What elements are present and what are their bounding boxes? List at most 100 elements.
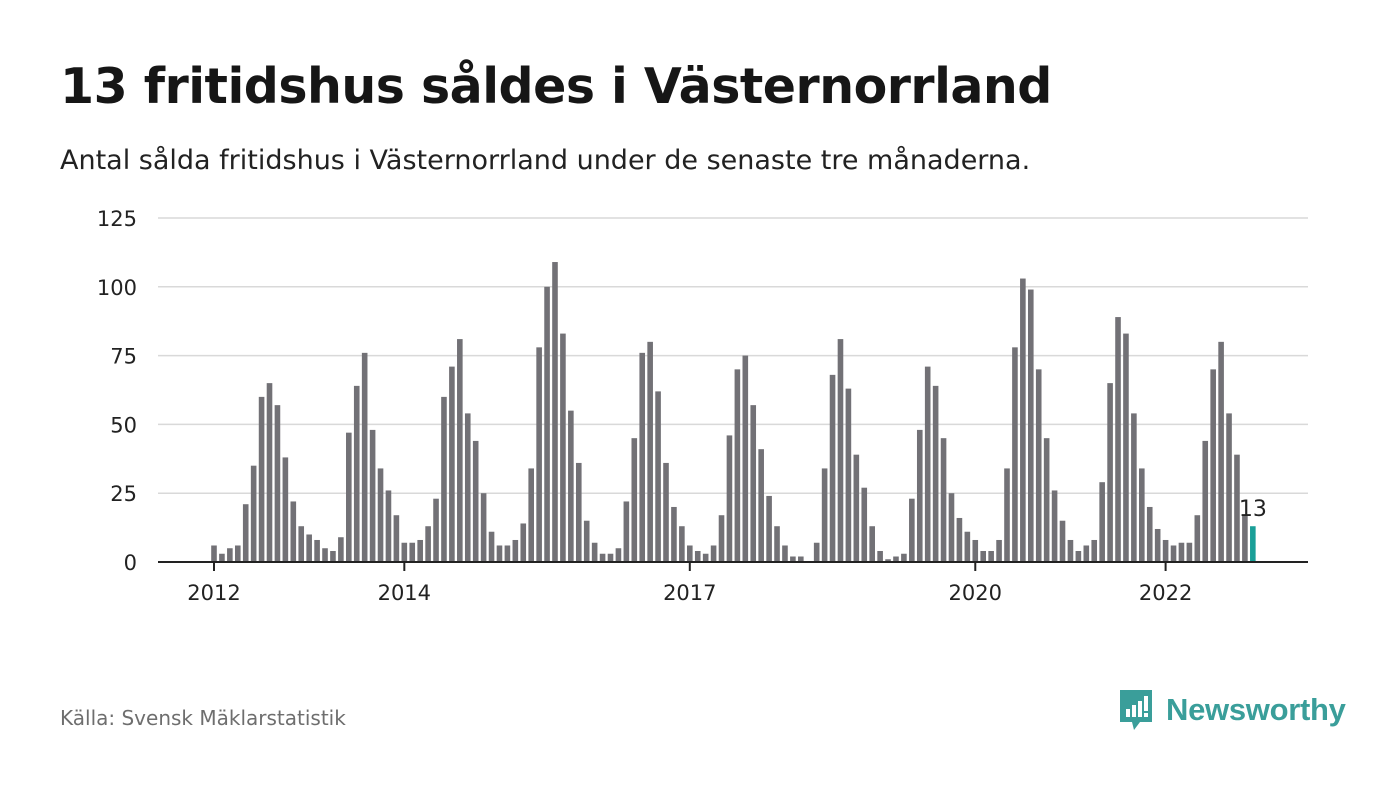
bar (948, 493, 955, 562)
bar (591, 542, 598, 562)
bar (457, 339, 463, 562)
y-tick-label: 75 (110, 345, 137, 369)
bar (1051, 490, 1058, 562)
bar (702, 553, 709, 562)
bar (1043, 438, 1050, 562)
bar (877, 550, 883, 562)
bar (869, 526, 875, 562)
bar (639, 352, 646, 562)
bar (211, 545, 217, 562)
bar (1210, 369, 1216, 562)
bar (361, 352, 368, 562)
bar (1194, 515, 1201, 562)
bar (1146, 506, 1153, 562)
y-tick-label: 125 (97, 207, 137, 231)
bar (853, 454, 860, 562)
bar (694, 550, 701, 562)
bar (798, 556, 804, 562)
bar (1154, 528, 1161, 562)
bar (1035, 369, 1042, 562)
bar-highlight (1250, 526, 1256, 562)
bar (1186, 542, 1193, 562)
bar (409, 542, 416, 562)
bar (710, 545, 717, 562)
bar (1178, 542, 1185, 562)
bar (449, 366, 455, 562)
bar (560, 333, 566, 562)
bar (901, 553, 907, 562)
bar (1075, 550, 1082, 562)
bar (1020, 278, 1026, 562)
bar (234, 545, 241, 562)
bar (568, 410, 574, 562)
bar (1242, 515, 1248, 562)
bar (1099, 482, 1105, 562)
bar (1170, 545, 1177, 562)
bar (663, 462, 669, 562)
bar (964, 531, 971, 562)
y-tick-label: 0 (124, 551, 137, 575)
chart-subtitle: Antal sålda fritidshus i Västernorrland … (60, 145, 1031, 176)
bar (1083, 545, 1090, 562)
bar (306, 534, 312, 562)
bar (552, 262, 558, 562)
bar (369, 429, 376, 562)
bar (1162, 539, 1169, 562)
bar (742, 355, 749, 562)
bar (425, 526, 431, 562)
bar (1004, 468, 1010, 562)
y-tick-label: 25 (110, 482, 137, 506)
bar (282, 457, 289, 562)
bar (274, 405, 281, 562)
bar (480, 493, 487, 562)
bar (861, 487, 868, 562)
bar (544, 286, 550, 562)
bar (924, 366, 931, 562)
bar (298, 526, 305, 562)
bar (893, 556, 899, 562)
bar (290, 501, 297, 562)
bar (1202, 440, 1209, 562)
bar (1012, 347, 1018, 562)
bar (496, 545, 503, 562)
bar (726, 435, 733, 562)
bar (623, 501, 630, 562)
bar (813, 542, 820, 562)
labels: 0 25 50 75 100 125 2012 2014 2017 2020 2022 13 (97, 207, 1267, 605)
x-tick-label: 2022 (1139, 581, 1192, 605)
y-tick-label: 50 (110, 413, 137, 437)
last-value-label: 13 (1239, 497, 1267, 522)
bar (401, 542, 408, 562)
bar (322, 548, 328, 562)
bar (346, 432, 352, 562)
bar (599, 553, 606, 562)
bar (782, 545, 788, 562)
bar (227, 548, 233, 562)
bar (258, 396, 265, 562)
bar (631, 438, 638, 562)
brand-logo[interactable]: Newsworthy (1118, 688, 1346, 732)
bar (575, 462, 582, 562)
x-tick-label: 2014 (378, 581, 431, 605)
bar (750, 405, 757, 562)
bar (821, 468, 828, 562)
bar (1131, 413, 1137, 562)
bar (377, 468, 384, 562)
bar (758, 449, 764, 562)
y-tick-label: 100 (97, 276, 137, 300)
bar (219, 553, 225, 562)
bar (885, 559, 891, 562)
bar (1234, 454, 1240, 562)
bar (353, 385, 360, 562)
bar (615, 548, 622, 562)
bar (988, 550, 994, 562)
bar (528, 468, 534, 562)
bar (679, 526, 685, 562)
x-tick-label: 2020 (949, 581, 1002, 605)
bar (607, 553, 614, 562)
bar (718, 515, 725, 562)
bar (1091, 539, 1098, 562)
bar (940, 438, 947, 562)
bars (211, 262, 1256, 562)
bar (512, 539, 519, 562)
